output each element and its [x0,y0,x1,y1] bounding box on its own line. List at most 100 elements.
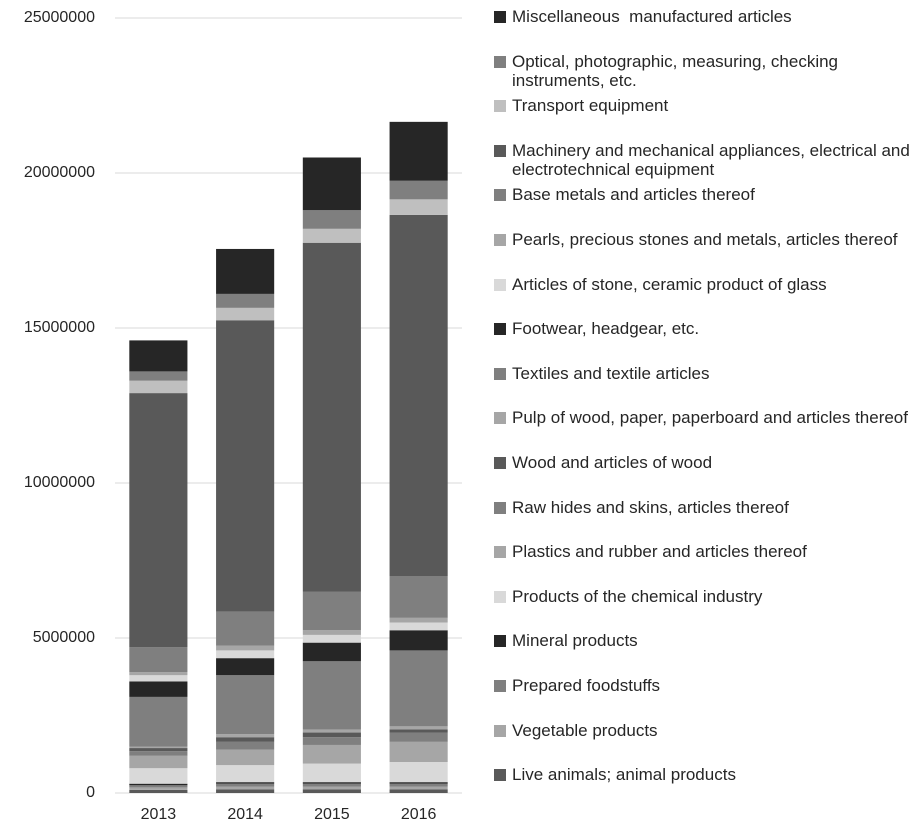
bar-segment [389,650,448,727]
legend-label: Wood and articles of wood [512,453,713,472]
bar-segment [129,675,188,682]
legend-item: Live animals; animal products [494,765,914,784]
legend-swatch [494,412,506,425]
bar-segment [216,783,275,787]
bar-segment [389,762,448,783]
legend: Miscellaneous manufactured articles Optic… [494,7,914,822]
bar-segment [216,645,275,651]
bar-segment [129,672,188,676]
bar-segment [216,789,275,793]
legend-label: Articles of stone, ceramic product of gl… [512,274,827,294]
legend-swatch [494,278,506,291]
bar-segment [216,782,275,784]
legend-label: Transport equipment [512,96,669,116]
bar-segment [302,242,361,592]
legend-swatch [494,100,506,113]
bar-segment [216,293,275,308]
bar-segment [302,634,361,643]
bar-segment [129,380,188,394]
bar-segment [302,157,361,211]
legend-label: Footwear, headgear, etc. [512,319,700,339]
y-tick-label: 10000000 [24,474,95,491]
bar-segment [129,785,188,788]
legend-label: Prepared foodstuffs [512,676,661,695]
bar-segment [129,755,188,769]
bar-segment [216,765,275,783]
bar-segment [216,658,275,676]
bar-segment [216,786,275,790]
y-tick-label: 15000000 [24,319,95,336]
y-tick-label: 5000000 [33,629,95,646]
bar-segment [129,783,188,786]
legend-item: Prepared foodstuffs [494,676,914,695]
bar-segment [302,732,361,738]
bar-segment [302,783,361,787]
bar-segment [216,320,275,612]
legend-item: Transport equipment [494,96,914,115]
legend-item: Footwear, headgear, etc. [494,319,914,338]
bar-segment [129,751,188,756]
y-tick-label: 20000000 [24,164,95,181]
bar-segment [389,576,448,618]
bar-segment [129,647,188,673]
bar-segment [216,741,275,750]
bar-segment [216,611,275,646]
bar-segment [389,121,448,181]
bar-segment [389,630,448,651]
legend-swatch [494,234,506,246]
bar-segment [216,248,275,294]
bar-segment [302,786,361,790]
legend-label: Pulp of wood, paper, paperboard and arti… [512,408,908,428]
legend-item: Wood and articles of wood [494,453,914,472]
bar-segment [389,786,448,790]
bar-segment [389,789,448,793]
bar-segment [389,617,448,623]
legend-label: Optical, photographic, measuring, checki… [512,51,843,90]
bar-segment [129,696,188,747]
bar-segment [129,371,188,381]
bar-segment [302,630,361,635]
bar-segment [216,675,275,735]
legend-item: Pearls, precious stones and metals, arti… [494,230,914,249]
bar-segment [129,340,188,372]
legend-item: Base metals and articles thereof [494,185,914,204]
bar-segment [302,210,361,229]
bar-segment [302,729,361,733]
bar-segment [216,307,275,321]
bar-segment [129,681,188,697]
legend-label: Products of the chemical industry [512,586,763,606]
legend-label: Live animals; animal products [512,765,736,785]
legend-label: Pearls, precious stones and metals, arti… [512,230,898,249]
legend-swatch [494,769,506,782]
bar-segment [302,228,361,243]
legend-swatch [494,501,506,514]
legend-item: Vegetable products [494,721,914,740]
bar-segment [389,729,448,733]
bar-segment [389,199,448,215]
legend-item: Plastics and rubber and articles thereof [494,542,914,561]
legend-label: Raw hides and skins, articles thereof [512,497,789,517]
bar-segment [302,591,361,631]
bar-segment [216,737,275,742]
legend-swatch [494,144,506,157]
legend-swatch [494,724,506,737]
legend-item: Articles of stone, ceramic product of gl… [494,275,914,294]
bar-segment [389,783,448,787]
bar-segment [129,789,188,793]
bar-segment [389,732,448,742]
legend-swatch [494,189,506,202]
bar-segment [389,180,448,200]
bar-segment [129,787,188,790]
legend-item: Miscellaneous manufactured articles [494,7,914,26]
legend-swatch [494,590,506,603]
legend-swatch [494,367,506,380]
legend-item: Mineral products [494,631,914,650]
y-tick-label: 25000000 [24,9,95,26]
legend-swatch [494,55,506,68]
legend-swatch [494,546,506,559]
x-tick-label: 2013 [141,806,177,823]
bar-segment [389,622,448,631]
legend-label: Vegetable products [512,720,658,740]
